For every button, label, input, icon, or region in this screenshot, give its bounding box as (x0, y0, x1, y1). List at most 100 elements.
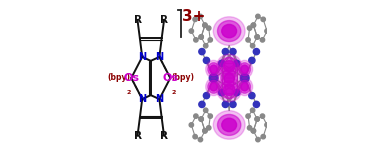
Circle shape (203, 57, 209, 63)
Circle shape (255, 35, 259, 39)
Text: N: N (155, 94, 163, 104)
Circle shape (251, 129, 256, 133)
Ellipse shape (206, 60, 222, 78)
Ellipse shape (237, 78, 253, 96)
Circle shape (253, 101, 260, 107)
Circle shape (251, 108, 255, 112)
Circle shape (251, 44, 255, 48)
Circle shape (198, 137, 203, 142)
Circle shape (209, 74, 218, 82)
Ellipse shape (217, 54, 242, 78)
Circle shape (249, 93, 255, 99)
Circle shape (198, 14, 203, 19)
Circle shape (251, 129, 256, 133)
Text: (bpy): (bpy) (107, 73, 130, 83)
Ellipse shape (241, 83, 248, 91)
Text: R: R (160, 15, 168, 25)
Ellipse shape (217, 78, 242, 102)
Ellipse shape (224, 73, 234, 83)
Text: Os: Os (162, 73, 178, 83)
Circle shape (246, 114, 250, 118)
Circle shape (189, 123, 194, 127)
Ellipse shape (221, 70, 237, 86)
Ellipse shape (217, 115, 241, 135)
Ellipse shape (206, 78, 222, 96)
Circle shape (253, 49, 260, 55)
Circle shape (251, 23, 256, 27)
Circle shape (261, 17, 265, 22)
Ellipse shape (217, 21, 241, 41)
Circle shape (251, 23, 256, 27)
Circle shape (230, 101, 236, 107)
Circle shape (248, 126, 252, 130)
Circle shape (189, 29, 194, 33)
Text: R: R (133, 131, 141, 141)
Ellipse shape (239, 80, 251, 93)
Ellipse shape (220, 57, 238, 75)
Circle shape (208, 38, 212, 42)
Text: R: R (160, 131, 168, 141)
Circle shape (260, 38, 265, 42)
Circle shape (248, 26, 252, 30)
Circle shape (199, 49, 205, 55)
Ellipse shape (223, 61, 235, 72)
Circle shape (208, 114, 212, 118)
Circle shape (249, 57, 255, 63)
Circle shape (256, 137, 260, 142)
Circle shape (203, 44, 208, 48)
Ellipse shape (223, 84, 235, 95)
Circle shape (203, 129, 207, 133)
Circle shape (203, 23, 207, 27)
Circle shape (193, 134, 197, 139)
Circle shape (265, 29, 269, 33)
Circle shape (261, 134, 265, 139)
Circle shape (256, 14, 260, 19)
Circle shape (199, 117, 203, 121)
Circle shape (255, 117, 259, 121)
Text: R: R (133, 15, 141, 25)
Ellipse shape (239, 63, 251, 76)
Circle shape (206, 26, 211, 30)
Circle shape (240, 74, 249, 82)
Text: N: N (138, 52, 146, 62)
Ellipse shape (222, 24, 237, 38)
Text: N: N (155, 52, 163, 62)
Circle shape (255, 117, 259, 121)
Circle shape (203, 108, 208, 112)
Text: 2: 2 (126, 90, 130, 95)
Circle shape (234, 90, 240, 96)
Ellipse shape (213, 17, 245, 45)
Ellipse shape (241, 65, 248, 73)
Text: 3+: 3+ (183, 9, 206, 24)
Circle shape (193, 17, 197, 22)
Ellipse shape (213, 111, 245, 139)
Ellipse shape (218, 67, 240, 89)
Circle shape (199, 101, 205, 107)
Circle shape (199, 35, 203, 39)
Ellipse shape (237, 60, 253, 78)
Circle shape (199, 35, 203, 39)
Ellipse shape (210, 83, 217, 91)
Circle shape (230, 49, 236, 55)
Text: (bpy): (bpy) (171, 73, 194, 83)
Text: Os: Os (123, 73, 139, 83)
Ellipse shape (220, 81, 238, 99)
Circle shape (234, 60, 240, 66)
Ellipse shape (208, 80, 220, 93)
Circle shape (199, 117, 203, 121)
Text: N: N (138, 94, 146, 104)
Ellipse shape (222, 118, 237, 132)
Circle shape (222, 101, 229, 107)
Circle shape (218, 90, 225, 96)
Circle shape (255, 35, 259, 39)
Ellipse shape (208, 63, 220, 76)
Circle shape (260, 114, 265, 118)
Circle shape (203, 93, 209, 99)
Circle shape (246, 38, 250, 42)
Circle shape (203, 129, 207, 133)
Circle shape (203, 23, 207, 27)
Circle shape (265, 123, 269, 127)
Text: 2: 2 (171, 90, 175, 95)
Ellipse shape (210, 65, 217, 73)
Circle shape (218, 60, 225, 66)
